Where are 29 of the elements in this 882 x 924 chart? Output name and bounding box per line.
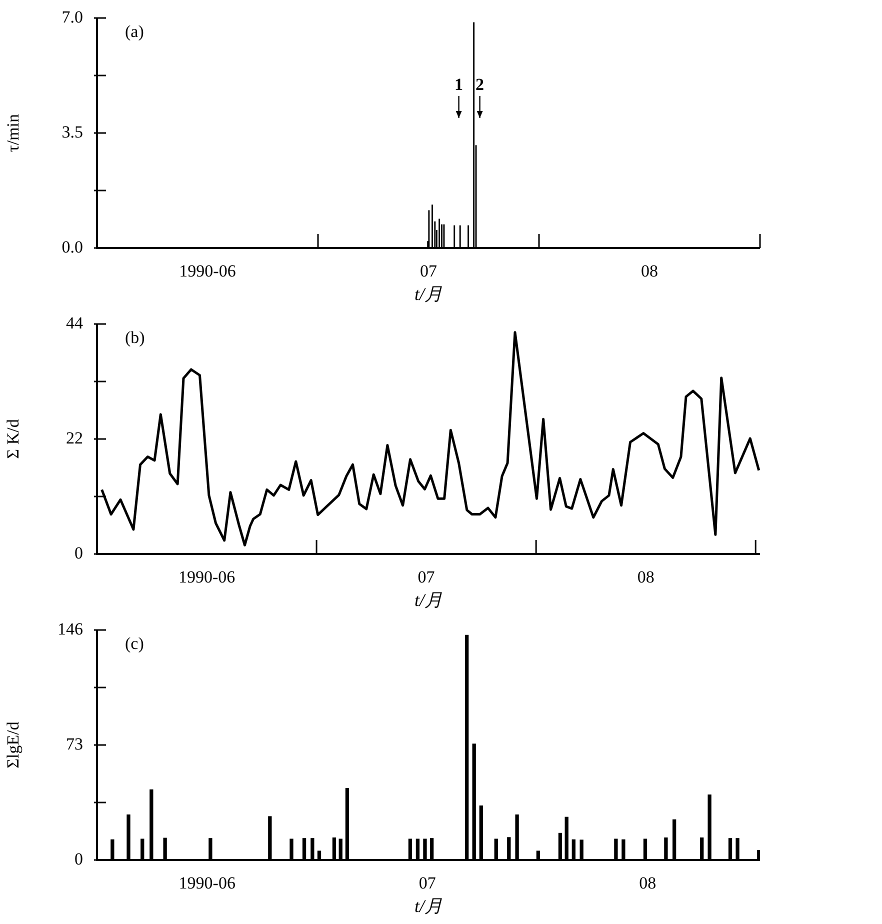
y-axis-title: τ/min: [4, 114, 23, 152]
chart-title: (a): [125, 22, 144, 41]
chart-title: (c): [125, 634, 144, 653]
y-tick-label: 22: [66, 428, 83, 448]
x-axis-title: t/月: [414, 896, 443, 916]
x-tick-label: 07: [418, 568, 436, 587]
x-tick-label: 08: [637, 568, 654, 587]
x-tick-label: 07: [420, 262, 438, 281]
x-tick-label: 08: [641, 262, 658, 281]
y-tick-label: 0.0: [62, 237, 83, 256]
chart-title: (b): [125, 328, 145, 347]
y-tick-label: 73: [66, 734, 83, 754]
x-axis-title: t/月: [414, 590, 443, 610]
y-tick-label: 7.0: [62, 7, 83, 26]
x-tick-label: 08: [639, 874, 656, 893]
x-tick-label: 1990-06: [178, 874, 236, 893]
y-tick-label: 3.5: [62, 122, 83, 142]
x-tick-label: 1990-06: [179, 262, 236, 281]
y-tick-label: 0: [74, 849, 83, 868]
y-tick-label: 0: [74, 543, 83, 562]
y-tick-label: 146: [58, 619, 83, 638]
x-axis-title: t/月: [414, 284, 443, 304]
x-tick-label: 07: [418, 874, 436, 893]
annotation: 1: [454, 74, 464, 94]
y-tick-label: 44: [66, 313, 84, 332]
y-axis-title: ΣlgE/d: [4, 721, 23, 768]
x-tick-label: 1990-06: [178, 568, 236, 587]
annotation: 2: [476, 74, 484, 94]
y-axis-title: Σ K/d: [4, 418, 23, 459]
